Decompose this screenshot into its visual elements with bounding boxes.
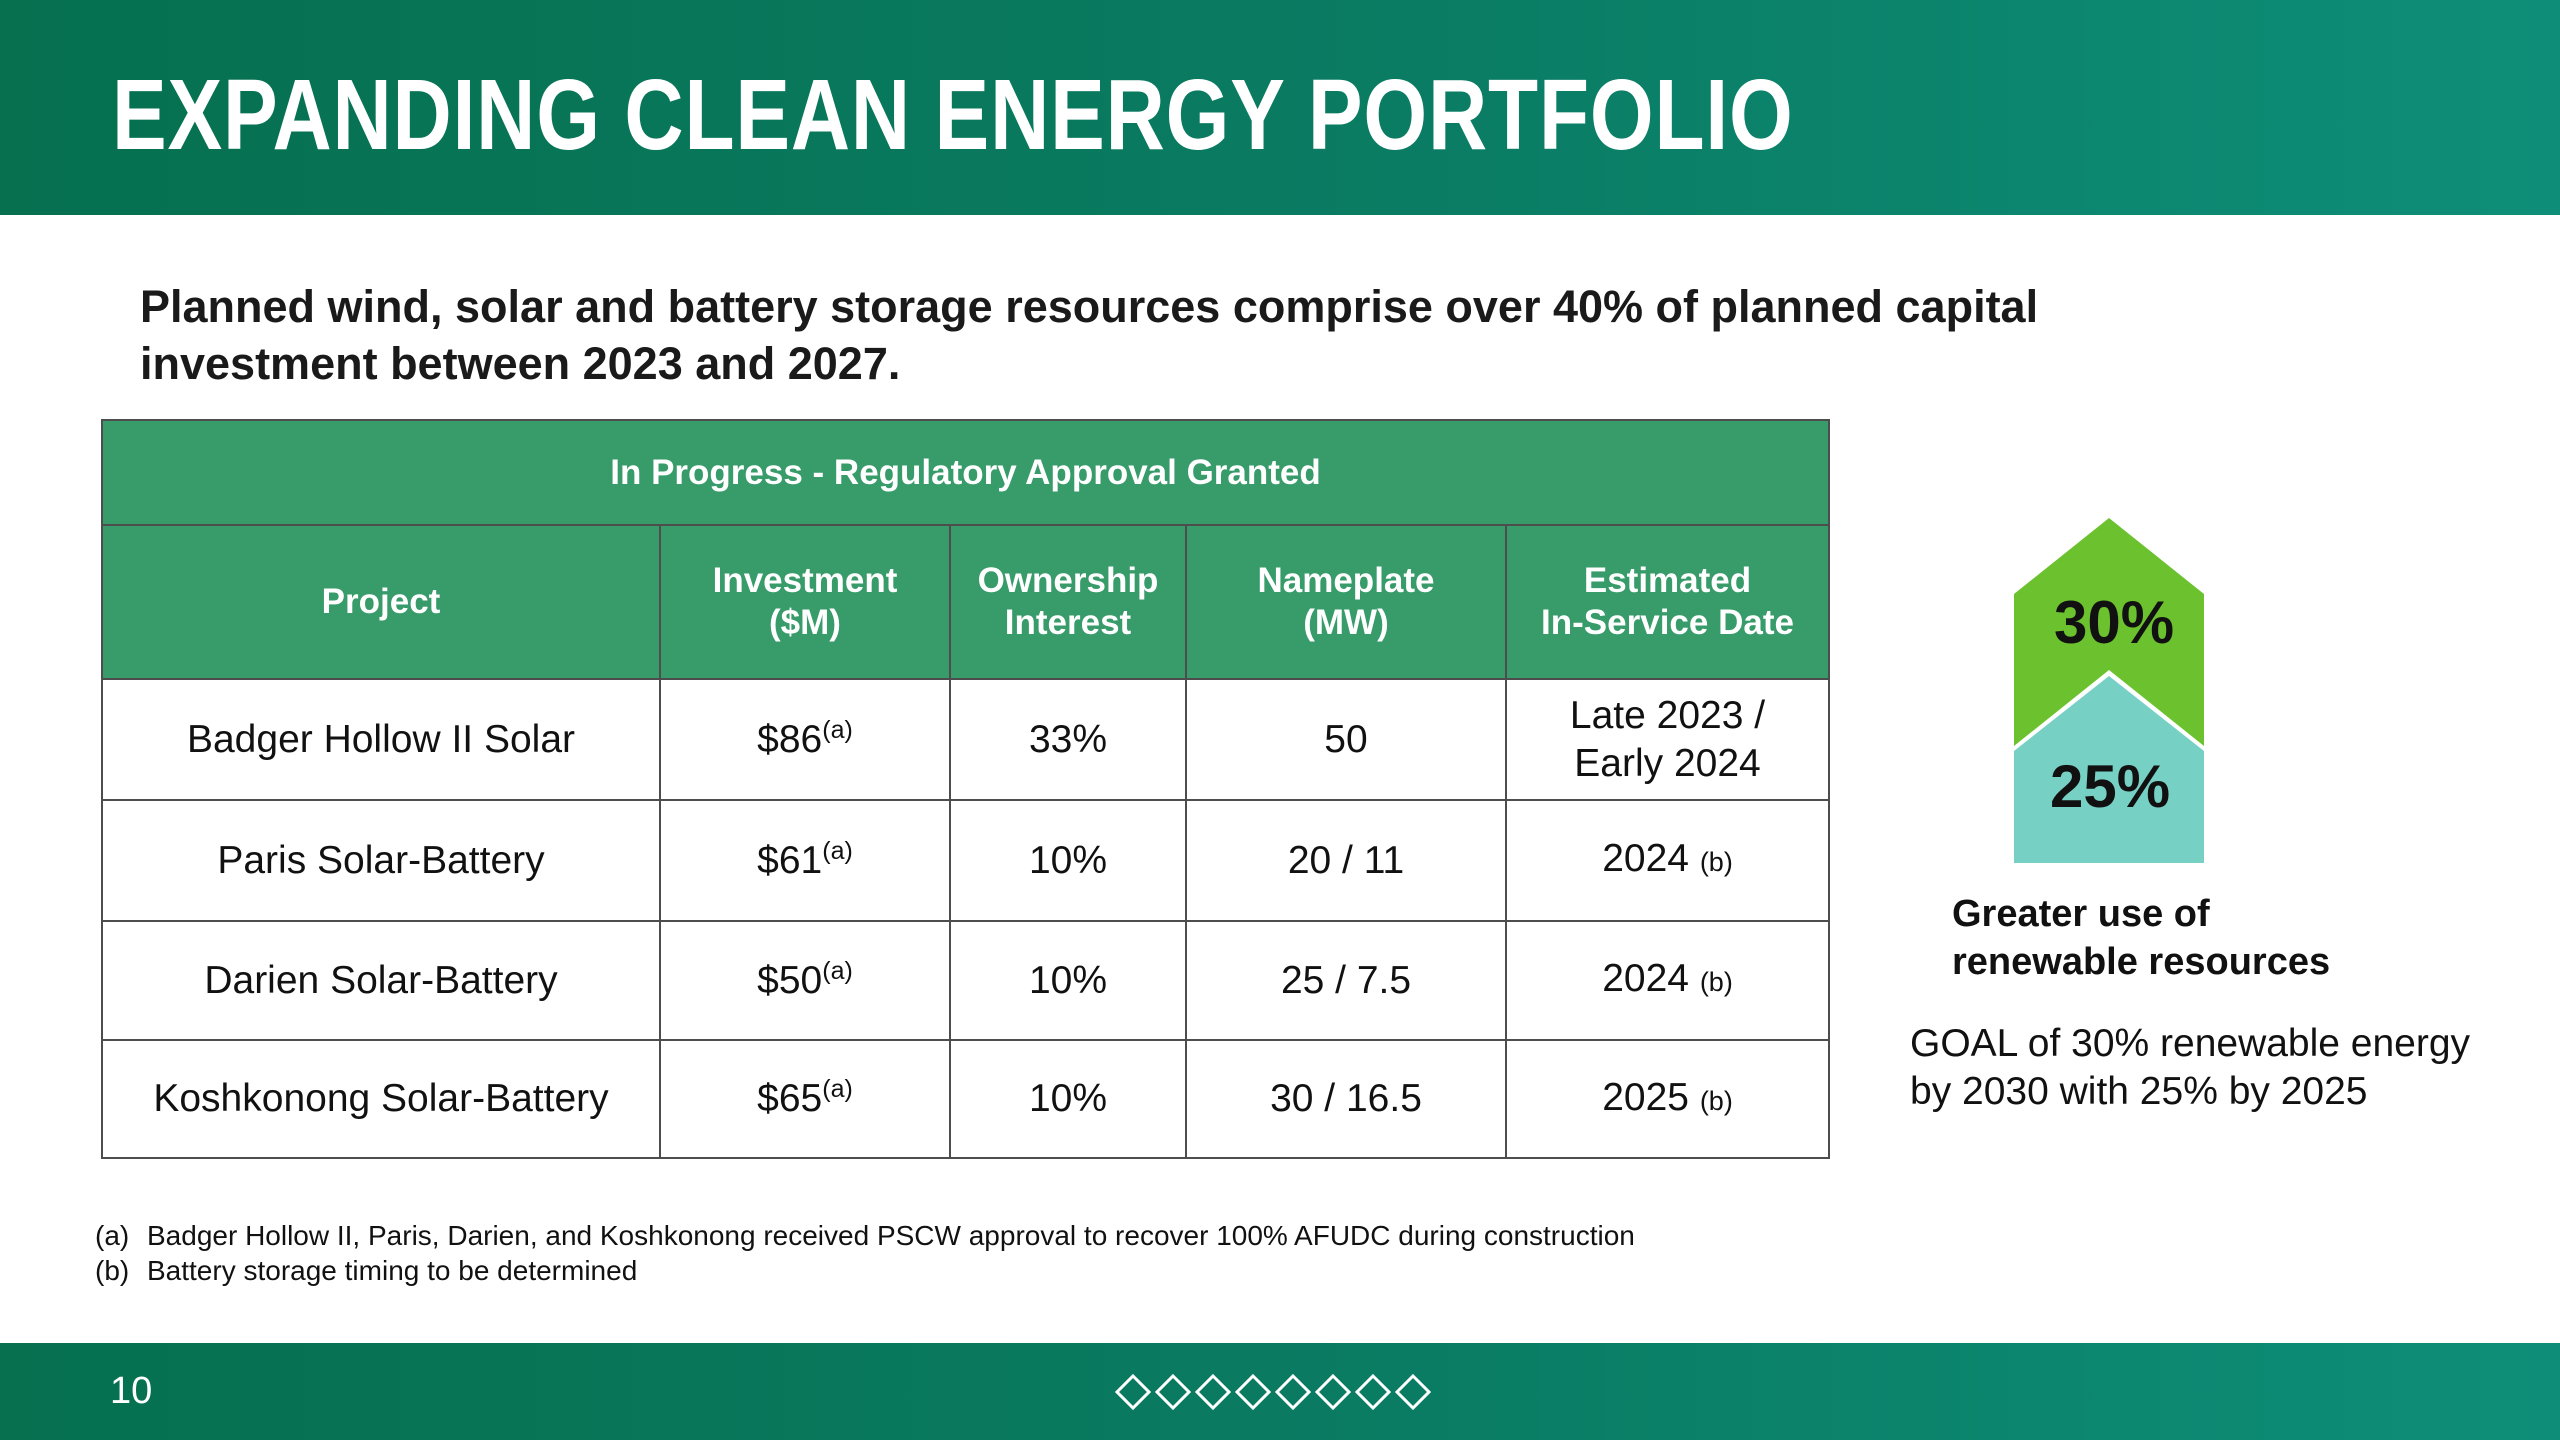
diamond-icon	[1274, 1373, 1312, 1411]
project-cell: Badger Hollow II Solar	[101, 678, 661, 801]
table-row: Badger Hollow II Solar $86(a) 33% 50 Lat…	[101, 678, 1831, 801]
lower-arrow-shape	[2014, 676, 2204, 863]
table-row: Paris Solar-Battery $61(a) 10% 20 / 11 2…	[101, 799, 1831, 922]
subtitle: Planned wind, solar and battery storage …	[140, 281, 2039, 389]
footnote-label: (b)	[95, 1255, 130, 1286]
nameplate-cell: 30 / 16.5	[1185, 1039, 1507, 1159]
project-cell: Darien Solar-Battery	[101, 920, 661, 1041]
column-header-investment: Investment ($M)	[659, 524, 951, 680]
date-note: (b)	[1699, 967, 1733, 997]
nameplate-cell: 20 / 11	[1185, 799, 1507, 922]
upper-arrow-shape	[2014, 518, 2204, 746]
page-number: 10	[110, 1370, 153, 1412]
date-value: 2024	[1602, 837, 1689, 880]
date-cell: 2024 (b)	[1504, 799, 1831, 922]
date-value: 2025	[1602, 1075, 1689, 1119]
column-header-investment-line2: ($M)	[769, 603, 841, 642]
table-row: Koshkonong Solar-Battery $65(a) 10% 30 /…	[101, 1039, 1831, 1159]
date-cell: 2025 (b)	[1504, 1039, 1831, 1159]
diamond-icon	[1234, 1373, 1272, 1411]
footnote-label: (a)	[95, 1220, 130, 1251]
column-header-date-line1: Estimated	[1583, 561, 1752, 600]
footer-bar	[0, 1343, 2560, 1440]
goal-percent-upper: 30%	[2053, 589, 2175, 656]
footnotes: (a) Badger Hollow II, Paris, Darien, and…	[95, 1218, 1895, 1288]
investment-cell: $50(a)	[659, 920, 951, 1041]
diamond-icon	[1394, 1373, 1432, 1411]
renewable-goal-arrow-graphic	[2014, 518, 2204, 863]
ownership-cell: 10%	[949, 799, 1187, 922]
project-cell: Koshkonong Solar-Battery	[101, 1039, 661, 1159]
ownership-cell: 10%	[949, 920, 1187, 1041]
nameplate-cell: 50	[1185, 678, 1507, 801]
column-header-date-line2: In-Service Date	[1541, 603, 1794, 642]
column-header-nameplate: Nameplate (MW)	[1185, 524, 1507, 680]
goal-text-line2: by 2030 with 25% by 2025	[1910, 1070, 2368, 1113]
investment-note: (a)	[822, 1075, 853, 1103]
date-note: (b)	[1699, 847, 1733, 877]
header-bar: EXPANDING CLEAN ENERGY PORTFOLIO	[0, 0, 2560, 215]
footnote-text: Battery storage timing to be determined	[147, 1255, 638, 1286]
investment-note: (a)	[822, 715, 853, 744]
column-header-ownership: Ownership Interest	[949, 524, 1187, 680]
investment-cell: $86(a)	[659, 678, 951, 801]
ownership-cell: 33%	[949, 678, 1187, 801]
table-row: Darien Solar-Battery $50(a) 10% 25 / 7.5…	[101, 920, 1831, 1041]
column-header-nameplate-line2: (MW)	[1303, 603, 1389, 642]
diamond-icon	[1194, 1373, 1232, 1411]
project-cell: Paris Solar-Battery	[101, 799, 661, 922]
investment-value: $65	[757, 1077, 823, 1120]
goal-caption: Greater use of renewable resources	[1952, 890, 2472, 986]
goal-text-line1: GOAL of 30% renewable energy	[1910, 1022, 2471, 1065]
date-cell: Late 2023 /Early 2024	[1504, 678, 1831, 801]
investment-note: (a)	[822, 836, 853, 865]
investment-cell: $65(a)	[659, 1039, 951, 1159]
column-header-investment-line1: Investment	[712, 561, 898, 600]
investment-value: $50	[757, 958, 823, 1002]
diamond-ornament	[1115, 1373, 1432, 1411]
column-header-ownership-line1: Ownership	[977, 561, 1159, 600]
nameplate-cell: 25 / 7.5	[1185, 920, 1507, 1041]
goal-caption-line1: Greater use of	[1952, 893, 2210, 935]
footnote: (a) Badger Hollow II, Paris, Darien, and…	[95, 1218, 1895, 1253]
ownership-cell: 10%	[949, 1039, 1187, 1159]
goal-percent-lower: 25%	[2049, 753, 2171, 820]
date-line1: Late 2023 /	[1569, 693, 1766, 737]
column-header-date: Estimated In-Service Date	[1504, 524, 1831, 680]
footnote: (b) Battery storage timing to be determi…	[95, 1253, 1895, 1288]
diamond-icon	[1314, 1373, 1352, 1411]
investment-value: $61	[757, 838, 823, 882]
goal-text: GOAL of 30% renewable energy by 2030 wit…	[1910, 1020, 2510, 1116]
table-banner: In Progress - Regulatory Approval Grante…	[100, 419, 1831, 526]
investment-note: (a)	[822, 956, 853, 985]
goal-caption-line2: renewable resources	[1952, 941, 2331, 983]
investment-value: $86	[757, 717, 823, 761]
date-cell: 2024 (b)	[1504, 920, 1831, 1041]
date-value: 2024	[1602, 957, 1689, 1000]
column-header-project: Project	[101, 524, 661, 680]
column-header-nameplate-line1: Nameplate	[1257, 561, 1435, 600]
date-note: (b)	[1699, 1085, 1733, 1116]
column-header-ownership-line2: Interest	[1004, 603, 1132, 642]
page-title: EXPANDING CLEAN ENERGY PORTFOLIO	[112, 59, 1794, 171]
diamond-icon	[1115, 1373, 1152, 1411]
investment-cell: $61(a)	[659, 799, 951, 922]
footnote-text: Badger Hollow II, Paris, Darien, and Kos…	[147, 1220, 1635, 1251]
projects-table: In Progress - Regulatory Approval Grante…	[100, 419, 1831, 1159]
date-line2: Early 2024	[1574, 741, 1761, 785]
diamond-icon	[1154, 1373, 1192, 1411]
diamond-icon	[1354, 1373, 1392, 1411]
